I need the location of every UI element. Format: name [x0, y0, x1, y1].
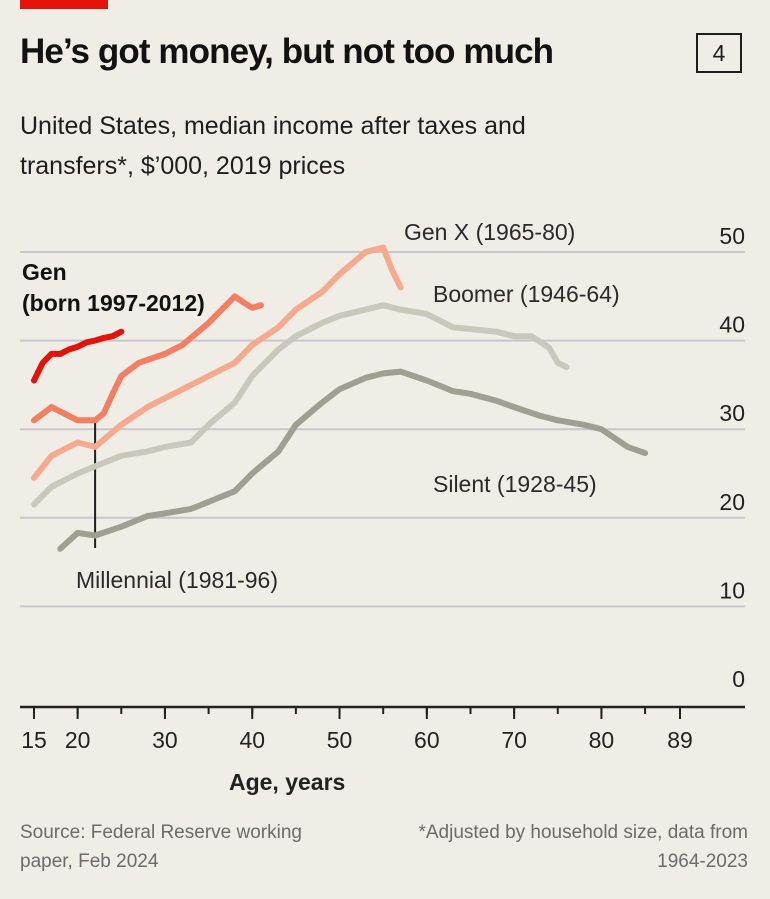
- series-label-silent: Silent (1928-45): [433, 471, 597, 497]
- y-tick-label-50: 50: [719, 223, 745, 249]
- x-tick-label-60: 60: [414, 727, 440, 753]
- y-tick-label-40: 40: [719, 312, 745, 338]
- chart-title: He’s got money, but not too much: [20, 32, 554, 71]
- series-line-silent: [57, 368, 649, 552]
- series-label-boomer: Boomer (1946-64): [433, 281, 620, 307]
- series-label-genz-line2: (born 1997-2012): [22, 290, 205, 316]
- y-tick-label-10: 10: [719, 577, 745, 603]
- series-line-boomer: [31, 302, 570, 508]
- chart-subtitle: United States, median income after taxes…: [20, 112, 526, 180]
- x-tick-label-20: 20: [65, 727, 91, 753]
- series-line-millennial: [31, 293, 264, 424]
- x-tick-label-15: 15: [21, 727, 47, 753]
- y-tick-label-0: 0: [732, 666, 745, 692]
- x-tick-label-30: 30: [152, 727, 178, 753]
- chart-number-badge: 4: [696, 33, 742, 73]
- x-tick-label-50: 50: [327, 727, 353, 753]
- brand-red-tab: [20, 0, 108, 9]
- series-label-genz-line1: Gen: [22, 259, 67, 285]
- footnote: *Adjusted by household size, data from 1…: [418, 822, 748, 872]
- x-tick-label-40: 40: [239, 727, 265, 753]
- y-tick-label-30: 30: [719, 400, 745, 426]
- series-label-genx: Gen X (1965-80): [404, 219, 575, 245]
- x-tick-label-89: 89: [667, 727, 693, 753]
- y-tick-label-20: 20: [719, 489, 745, 515]
- x-tick-label-80: 80: [589, 727, 615, 753]
- source-note: Source: Federal Reserve working paper, F…: [20, 822, 302, 872]
- series-line-genz: [31, 328, 125, 384]
- x-axis-title: Age, years: [229, 769, 345, 795]
- series-label-millennial: Millennial (1981-96): [76, 567, 278, 593]
- series-line-genx: [31, 244, 404, 481]
- x-tick-label-70: 70: [501, 727, 527, 753]
